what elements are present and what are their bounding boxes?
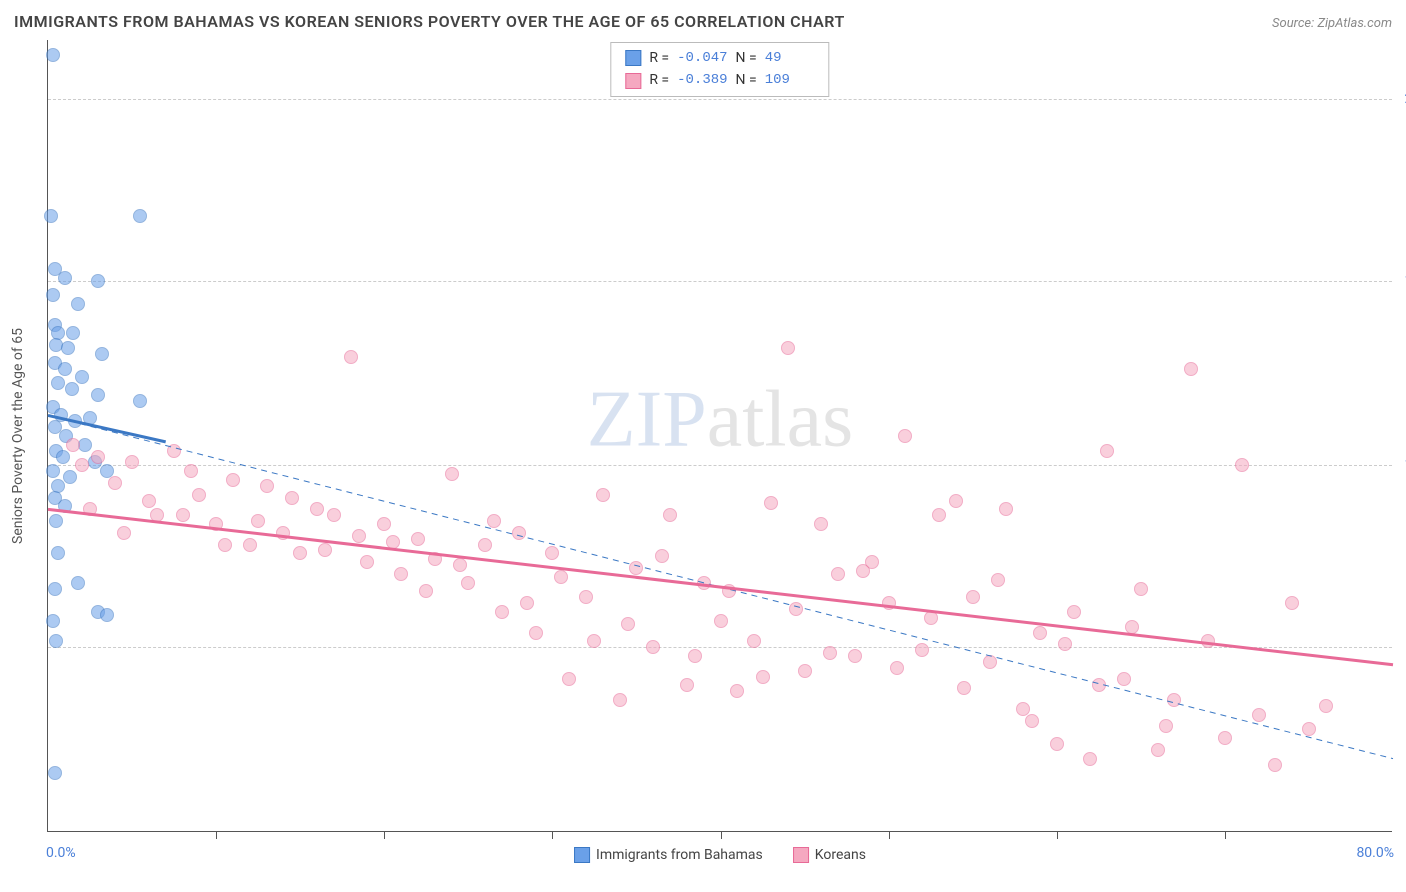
legend-label: Koreans [815, 847, 866, 863]
x-tick [1057, 831, 1058, 839]
y-tick-label: 25.0% [1396, 91, 1406, 107]
x-tick [1225, 831, 1226, 839]
y-axis-label: Seniors Poverty Over the Age of 65 [10, 328, 26, 544]
chart-header: IMMIGRANTS FROM BAHAMAS VS KOREAN SENIOR… [14, 12, 1392, 31]
y-tick-label: 6.3% [1396, 639, 1406, 655]
y-tick-label: 12.5% [1396, 457, 1406, 473]
x-axis-min-label: 0.0% [46, 845, 76, 861]
x-tick [216, 831, 217, 839]
legend-swatch [793, 847, 809, 863]
trend-line [48, 40, 1393, 832]
legend-swatch [574, 847, 590, 863]
plot-area: Seniors Poverty Over the Age of 65 ZIPat… [47, 40, 1392, 832]
bottom-legend: Immigrants from Bahamas Koreans [574, 847, 866, 863]
x-tick [384, 831, 385, 839]
x-axis-max-label: 80.0% [1356, 845, 1394, 861]
y-tick-label: 18.8% [1396, 273, 1406, 289]
x-tick [721, 831, 722, 839]
x-tick [889, 831, 890, 839]
legend-item: Koreans [793, 847, 866, 863]
legend-item: Immigrants from Bahamas [574, 847, 763, 863]
x-tick [552, 831, 553, 839]
legend-label: Immigrants from Bahamas [596, 847, 763, 863]
chart-title: IMMIGRANTS FROM BAHAMAS VS KOREAN SENIOR… [14, 12, 845, 31]
chart-source: Source: ZipAtlas.com [1272, 16, 1392, 31]
